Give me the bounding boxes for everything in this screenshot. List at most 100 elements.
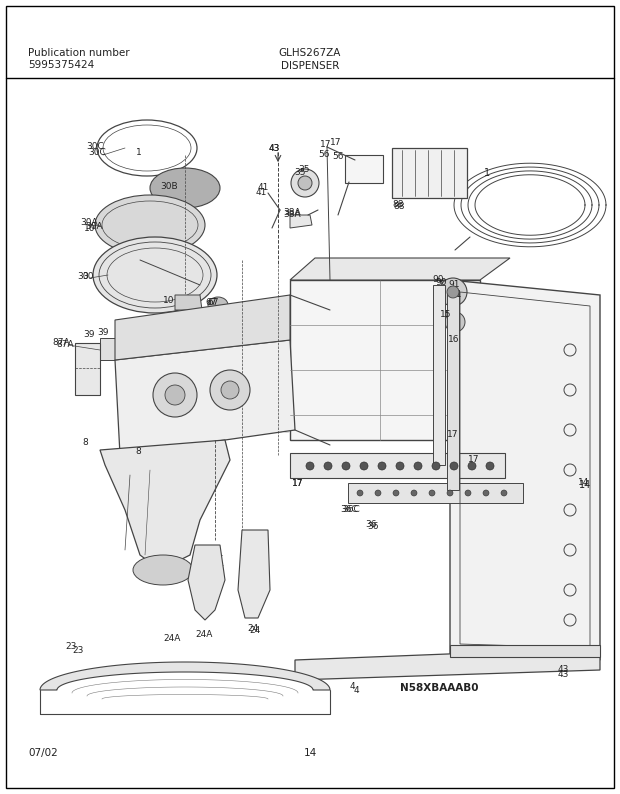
Bar [392,148,467,198]
Text: eReplacementParts.com: eReplacementParts.com [234,423,386,437]
Polygon shape [75,343,100,395]
Text: 14: 14 [578,478,590,487]
Polygon shape [115,295,290,360]
Polygon shape [450,280,600,660]
Text: 8: 8 [82,438,88,447]
Text: 91: 91 [450,290,461,299]
Text: 43: 43 [268,144,280,153]
Circle shape [306,462,314,470]
Bar [345,155,383,183]
Text: 30A: 30A [85,222,103,231]
Text: 38A: 38A [283,210,301,219]
Text: 30A: 30A [80,218,97,227]
Circle shape [210,370,250,410]
Text: 17: 17 [330,138,342,147]
Polygon shape [175,295,202,310]
Text: 43: 43 [558,670,569,679]
Circle shape [414,462,422,470]
Text: 17: 17 [292,479,304,488]
Text: 4: 4 [350,682,356,691]
Text: 24A: 24A [195,630,213,639]
Circle shape [411,490,417,496]
Text: 41: 41 [258,183,269,192]
Circle shape [393,490,399,496]
Text: 10: 10 [84,224,95,233]
Circle shape [447,490,453,496]
Polygon shape [290,258,510,280]
Polygon shape [100,338,125,360]
Text: 10: 10 [163,296,174,305]
Text: 1: 1 [136,148,142,157]
Text: 24: 24 [247,624,259,633]
Text: 30: 30 [82,272,94,281]
Bar [290,453,505,478]
Circle shape [165,385,185,405]
Polygon shape [40,662,330,690]
Text: 24A: 24A [163,634,180,643]
Circle shape [378,462,386,470]
Text: 5995375424: 5995375424 [28,60,94,70]
Text: 17: 17 [468,455,479,464]
Circle shape [483,490,489,496]
Ellipse shape [208,297,228,313]
Text: 90: 90 [435,278,446,287]
Circle shape [429,490,435,496]
Text: 36C: 36C [340,505,358,514]
Text: 1: 1 [484,168,490,178]
Circle shape [501,490,507,496]
Text: GLHS267ZA: GLHS267ZA [279,48,341,58]
Circle shape [357,490,363,496]
Text: 07/02: 07/02 [28,748,58,758]
Text: 39: 39 [83,330,94,339]
Text: N58XBAAAB0: N58XBAAAB0 [400,683,479,693]
Text: 14: 14 [579,480,591,490]
Text: 67: 67 [207,298,218,307]
Polygon shape [100,440,230,570]
Circle shape [439,278,467,306]
Text: 30C: 30C [88,148,106,157]
Ellipse shape [150,168,220,208]
Text: 87A: 87A [56,340,74,349]
Ellipse shape [133,555,193,585]
Circle shape [445,312,465,332]
Text: 15: 15 [443,310,454,319]
Circle shape [486,462,494,470]
Text: 30B: 30B [160,182,177,191]
Text: 67: 67 [205,298,216,307]
Text: 56: 56 [319,150,330,159]
Text: 87A: 87A [52,338,69,347]
Circle shape [291,169,319,197]
Text: 41: 41 [256,188,267,197]
Polygon shape [238,530,270,618]
Text: 36: 36 [367,522,378,531]
Bar [450,645,600,657]
Polygon shape [290,215,312,228]
Polygon shape [188,545,225,620]
Bar [447,290,459,490]
Text: 36: 36 [365,520,376,529]
Text: 8: 8 [135,447,141,456]
Polygon shape [295,648,600,680]
Circle shape [468,462,476,470]
Circle shape [342,462,350,470]
Circle shape [465,490,471,496]
Circle shape [221,381,239,399]
Ellipse shape [95,195,205,255]
Circle shape [447,286,459,298]
Circle shape [396,462,404,470]
Circle shape [375,490,381,496]
Ellipse shape [93,237,217,313]
Text: 14: 14 [303,748,317,758]
Text: 23: 23 [65,642,76,651]
Text: Publication number: Publication number [28,48,130,58]
Text: 39: 39 [97,328,108,337]
Circle shape [324,462,332,470]
Text: 43: 43 [558,665,569,674]
Text: 90: 90 [432,275,443,284]
Text: 38A: 38A [283,208,301,217]
Circle shape [432,462,440,470]
Text: DISPENSER: DISPENSER [281,61,339,71]
Text: 23: 23 [72,646,83,655]
Circle shape [450,462,458,470]
Text: 91: 91 [448,280,459,289]
